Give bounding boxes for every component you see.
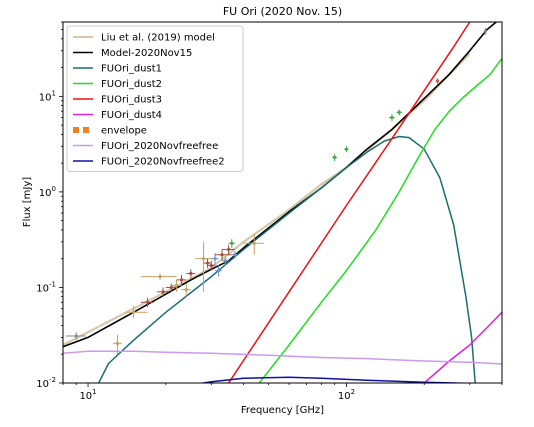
data-marker (145, 300, 150, 304)
data-marker (169, 285, 173, 290)
data-point (483, 27, 488, 35)
observations-layer (65, 27, 488, 355)
y-axis-label: Flux [mJy] (22, 177, 33, 227)
legend-box (66, 25, 244, 172)
data-marker (483, 29, 488, 33)
data-marker (74, 334, 78, 338)
series-line-fuori-2020novfreefree2 (199, 376, 483, 383)
series-line-fuori-dust3 (227, 22, 471, 383)
y-tick-label: 101 (39, 89, 56, 103)
data-point (113, 334, 122, 355)
data-point (332, 153, 338, 162)
x-tick-label: 102 (338, 388, 355, 402)
legend-label: FUOri_dust4 (101, 110, 162, 121)
data-point (186, 269, 196, 279)
data-marker (201, 257, 206, 261)
data-marker (233, 253, 237, 257)
data-marker (184, 287, 188, 292)
data-marker (230, 241, 234, 245)
data-marker (205, 261, 210, 265)
data-marker (213, 257, 217, 261)
data-marker (397, 110, 401, 114)
y-tick-label: 10-1 (36, 280, 56, 294)
data-point (215, 265, 223, 277)
plot-frame (62, 21, 503, 384)
data-point (207, 260, 216, 271)
legend-entry: FUOri_dust1 (73, 64, 162, 75)
data-marker (131, 310, 136, 314)
data-marker (223, 259, 227, 263)
series-line-fuori-2020novfreefree (63, 350, 502, 365)
data-point (181, 283, 191, 297)
data-point (228, 239, 235, 248)
data-point (171, 279, 182, 292)
x-axis-label: Frequency [GHz] (241, 405, 324, 416)
legend-label: FUOri_dust3 (101, 95, 162, 106)
data-marker (344, 147, 349, 151)
data-point (157, 287, 169, 297)
data-marker (161, 290, 165, 294)
data-point (396, 109, 402, 116)
data-point (344, 146, 349, 153)
data-marker (115, 341, 120, 345)
data-point (65, 332, 86, 341)
data-marker (227, 247, 231, 252)
series-line-fuori-dust2 (258, 57, 502, 383)
legend-label: FUOri_dust2 (101, 79, 162, 90)
data-point (243, 234, 265, 255)
data-point (222, 244, 235, 255)
y-tick-label: 10-2 (36, 376, 56, 390)
data-point (195, 241, 212, 292)
legend-label: Model-2020Nov15 (101, 48, 192, 59)
data-marker (333, 155, 337, 159)
tick-labels: 101 102 10-2 10-1 100 101 (36, 89, 355, 402)
legend-swatch (83, 127, 89, 133)
data-point (176, 274, 187, 286)
legend-entry: Liu et al. (2019) model (73, 33, 215, 44)
series-line-model-2020nov15 (63, 22, 497, 348)
legend-label: FUOri_2020Novfreefree (101, 141, 218, 152)
legend-entry: FUOri_dust3 (73, 95, 162, 106)
legend-label: FUOri_dust1 (101, 64, 162, 75)
data-marker (252, 241, 256, 245)
data-marker (174, 283, 179, 288)
series-line-fuori-dust4 (423, 311, 502, 383)
legend-label: FUOri_2020Novfreefree2 (101, 157, 225, 168)
y-tick-label: 100 (39, 185, 56, 199)
data-marker (435, 79, 440, 83)
legend-entry: FUOri_dust2 (73, 79, 162, 90)
chart-title: FU Ori (2020 Nov. 15) (223, 5, 342, 18)
data-point (125, 305, 148, 318)
data-marker (216, 269, 221, 273)
legend-label: Liu et al. (2019) model (101, 33, 215, 44)
legend-entry: envelope (73, 126, 147, 137)
data-point (140, 273, 177, 280)
data-point (165, 283, 177, 292)
data-point (388, 114, 395, 122)
data-point (435, 78, 440, 84)
data-marker (179, 278, 184, 282)
data-point (140, 297, 155, 308)
data-point (222, 256, 229, 266)
legend-entry: FUOri_2020Novfreefree (73, 141, 218, 152)
legend-swatch (73, 127, 79, 133)
data-marker (220, 253, 224, 257)
x-tick-label: 101 (79, 388, 96, 402)
series-line-fuori-dust1 (98, 135, 476, 383)
legend-label: envelope (101, 126, 147, 137)
legend: Liu et al. (2019) model Model-2020Nov15 FU… (66, 25, 244, 172)
legend-entry: Model-2020Nov15 (73, 48, 192, 59)
data-point (203, 258, 212, 268)
data-marker (189, 271, 193, 276)
data-marker (390, 115, 394, 120)
data-marker (158, 274, 162, 279)
data-point (231, 251, 238, 259)
legend-entry: FUOri_2020Novfreefree2 (73, 157, 225, 168)
legend-entry: FUOri_dust4 (73, 110, 162, 121)
data-marker (209, 263, 213, 268)
